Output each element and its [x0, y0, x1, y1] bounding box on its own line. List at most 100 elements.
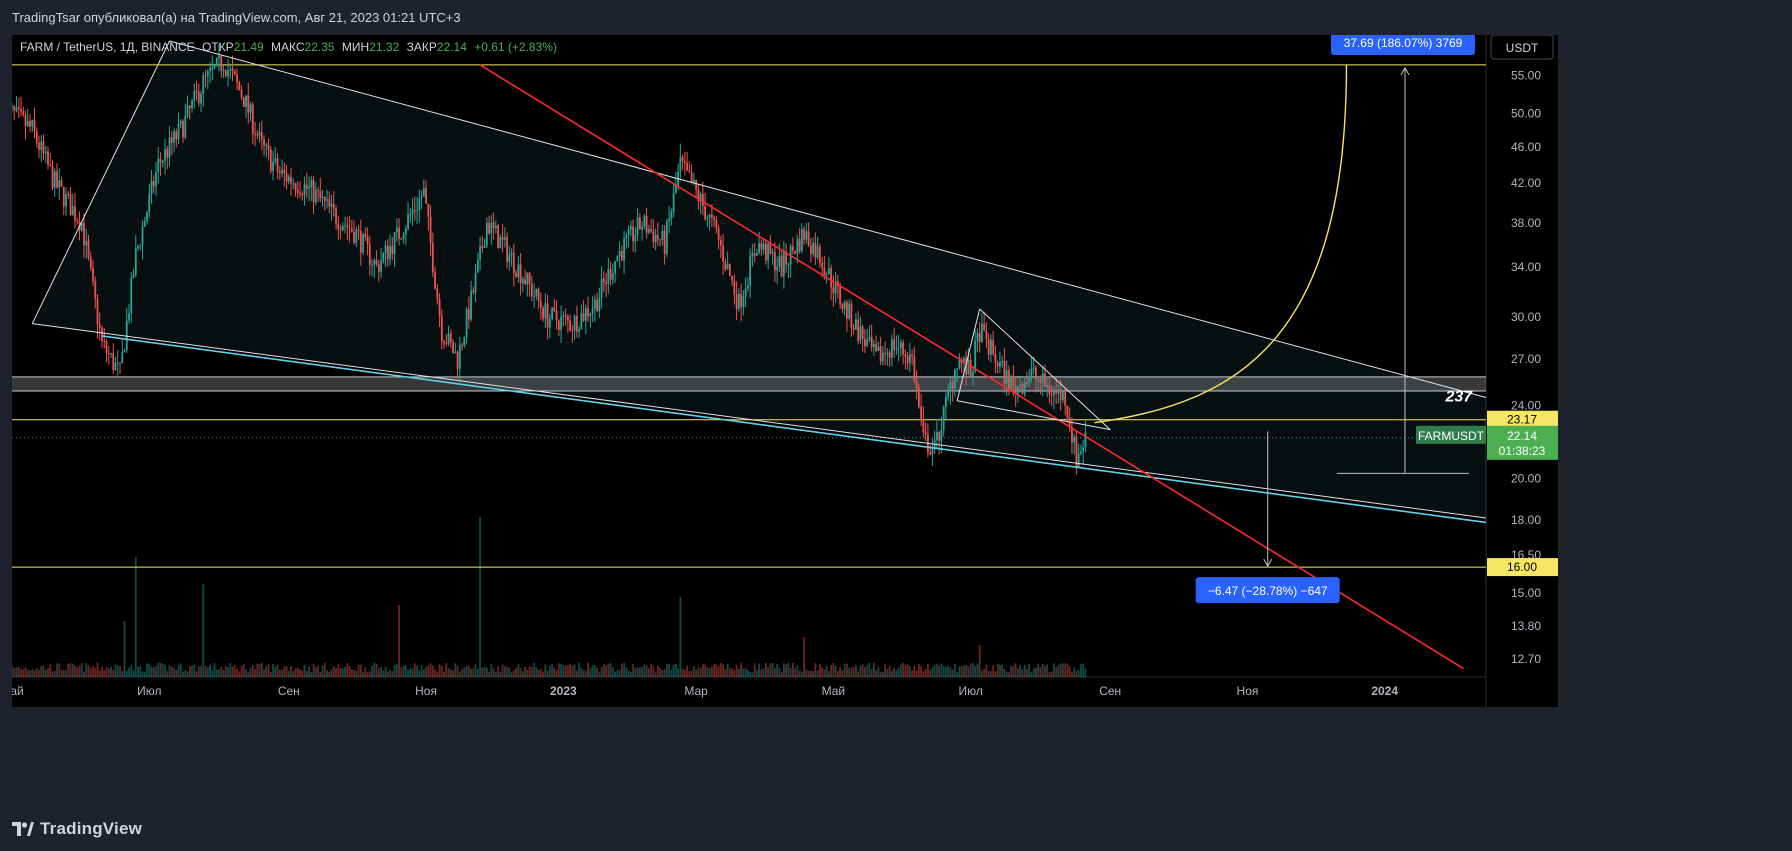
candle-body: [341, 226, 344, 231]
measure-down-box[interactable]: [1195, 577, 1340, 604]
candle-body: [861, 326, 864, 339]
time-axis[interactable]: Май Июл Сен Ноя 2023 Мар Май Июл Сен Ноя 2024: [12, 684, 1398, 698]
volume-bar: [249, 668, 252, 677]
candle-body: [611, 273, 614, 280]
symbol-tag-box[interactable]: [1416, 425, 1486, 444]
volume-bar: [454, 663, 457, 677]
chart[interactable]: 37.69 (186.07%) 3769 −6.47 (−28.78%) −647…: [12, 35, 1558, 707]
volume-bar: [909, 665, 911, 677]
candle-body: [429, 216, 432, 244]
candle-body: [994, 354, 997, 363]
volume-bar: [159, 662, 162, 677]
volume-bar: [213, 663, 216, 677]
volume-bar: [809, 670, 812, 677]
volume-bar: [1012, 665, 1015, 677]
candle-body: [1044, 373, 1046, 388]
volume-bar: [130, 664, 133, 677]
candle-body: [654, 234, 657, 243]
candle-body: [389, 245, 391, 260]
candle-body: [503, 237, 506, 240]
candle-body: [737, 293, 740, 309]
volume-bar: [992, 665, 995, 677]
candle-body: [202, 75, 205, 94]
candle-body: [290, 176, 292, 184]
trend-line-red-downtrend[interactable]: [479, 64, 1464, 670]
candle-body: [854, 319, 857, 330]
candle-body: [992, 339, 995, 355]
volume-bar: [258, 663, 261, 677]
tradingview-logo-icon[interactable]: [12, 822, 34, 836]
volume-bar: [827, 671, 830, 677]
measure-up-box[interactable]: [1330, 35, 1475, 55]
volume-bar: [195, 671, 198, 677]
trend-line-lower-wedge-cyan[interactable]: [101, 335, 1487, 524]
currency-button[interactable]: USDT: [1490, 35, 1554, 60]
volume-bar: [242, 664, 245, 677]
candle-body: [740, 293, 743, 308]
legend-close-label: ЗАКР: [407, 40, 437, 54]
candle-body: [283, 169, 286, 174]
volume-bar: [557, 663, 560, 677]
candle-body: [949, 382, 952, 392]
volume-bar: [341, 668, 344, 677]
trend-line-lower-wedge-white[interactable]: [32, 323, 1487, 519]
candle-body: [510, 252, 513, 255]
currency-button-label[interactable]: USDT: [1506, 41, 1539, 55]
volume-bar: [56, 663, 58, 677]
candle-body: [1035, 367, 1037, 380]
tradingview-brand[interactable]: TradingView: [40, 819, 143, 838]
price-label-box[interactable]: [1487, 410, 1558, 429]
candle-body: [884, 352, 887, 354]
candle-body: [668, 218, 671, 222]
currency-button-frame[interactable]: [1490, 35, 1554, 60]
candle-body: [533, 296, 535, 298]
candle-body: [71, 206, 74, 216]
candle-body: [976, 332, 979, 341]
trend-line-triangle-b[interactable]: [979, 308, 1111, 430]
volume-bar: [596, 667, 598, 677]
volume-bar: [652, 666, 655, 677]
volume-bar: [13, 667, 16, 677]
candle-body: [731, 275, 734, 281]
volume-bar: [350, 669, 353, 677]
volume-bar: [166, 671, 169, 677]
price-axis[interactable]: 55.00 50.00 46.00 42.00 38.00 34.00 30.00 27.00…: [1416, 69, 1558, 666]
volume-bar: [33, 670, 36, 677]
last-price-box[interactable]: [1487, 425, 1558, 460]
trend-line-triangle-c[interactable]: [957, 400, 1111, 431]
trend-line-triangle-a[interactable]: [956, 308, 981, 401]
volume-bar: [15, 667, 18, 677]
candle-body: [546, 303, 549, 328]
candle-body: [909, 354, 911, 363]
arc-curve[interactable]: [1094, 64, 1348, 424]
candle-body: [17, 107, 20, 110]
candle-body: [573, 315, 576, 331]
volume-bar: [848, 667, 851, 677]
volume-bar: [780, 672, 783, 677]
candle-body: [251, 104, 254, 134]
volume-bar: [778, 668, 781, 677]
volume-bar: [890, 670, 893, 677]
candle-body: [454, 351, 457, 354]
trend-lines[interactable]: [31, 40, 1487, 670]
candle-body: [312, 180, 315, 203]
candle-body: [425, 187, 427, 204]
volume-bar: [825, 665, 828, 677]
volume-bar: [735, 665, 738, 677]
trend-line-upper-wedge[interactable]: [169, 40, 1487, 398]
volume-bar: [132, 669, 135, 677]
volume-bar: [335, 668, 337, 677]
measure-tools[interactable]: 37.69 (186.07%) 3769 −6.47 (−28.78%) −647…: [1195, 35, 1475, 604]
volume-bar: [832, 662, 835, 677]
volume-bar: [218, 669, 220, 677]
legend-change: +0.61 (+2.83%): [474, 40, 557, 54]
candle-body: [1062, 391, 1064, 401]
candle-body: [296, 190, 299, 193]
volume-bar: [859, 665, 862, 677]
trend-line-wedge-left-leg[interactable]: [31, 40, 170, 324]
volume-bar: [206, 667, 209, 677]
volume-bar: [443, 671, 445, 677]
candle-body: [890, 339, 893, 358]
candle-body: [904, 354, 907, 357]
price-label-box[interactable]: [1487, 558, 1558, 577]
